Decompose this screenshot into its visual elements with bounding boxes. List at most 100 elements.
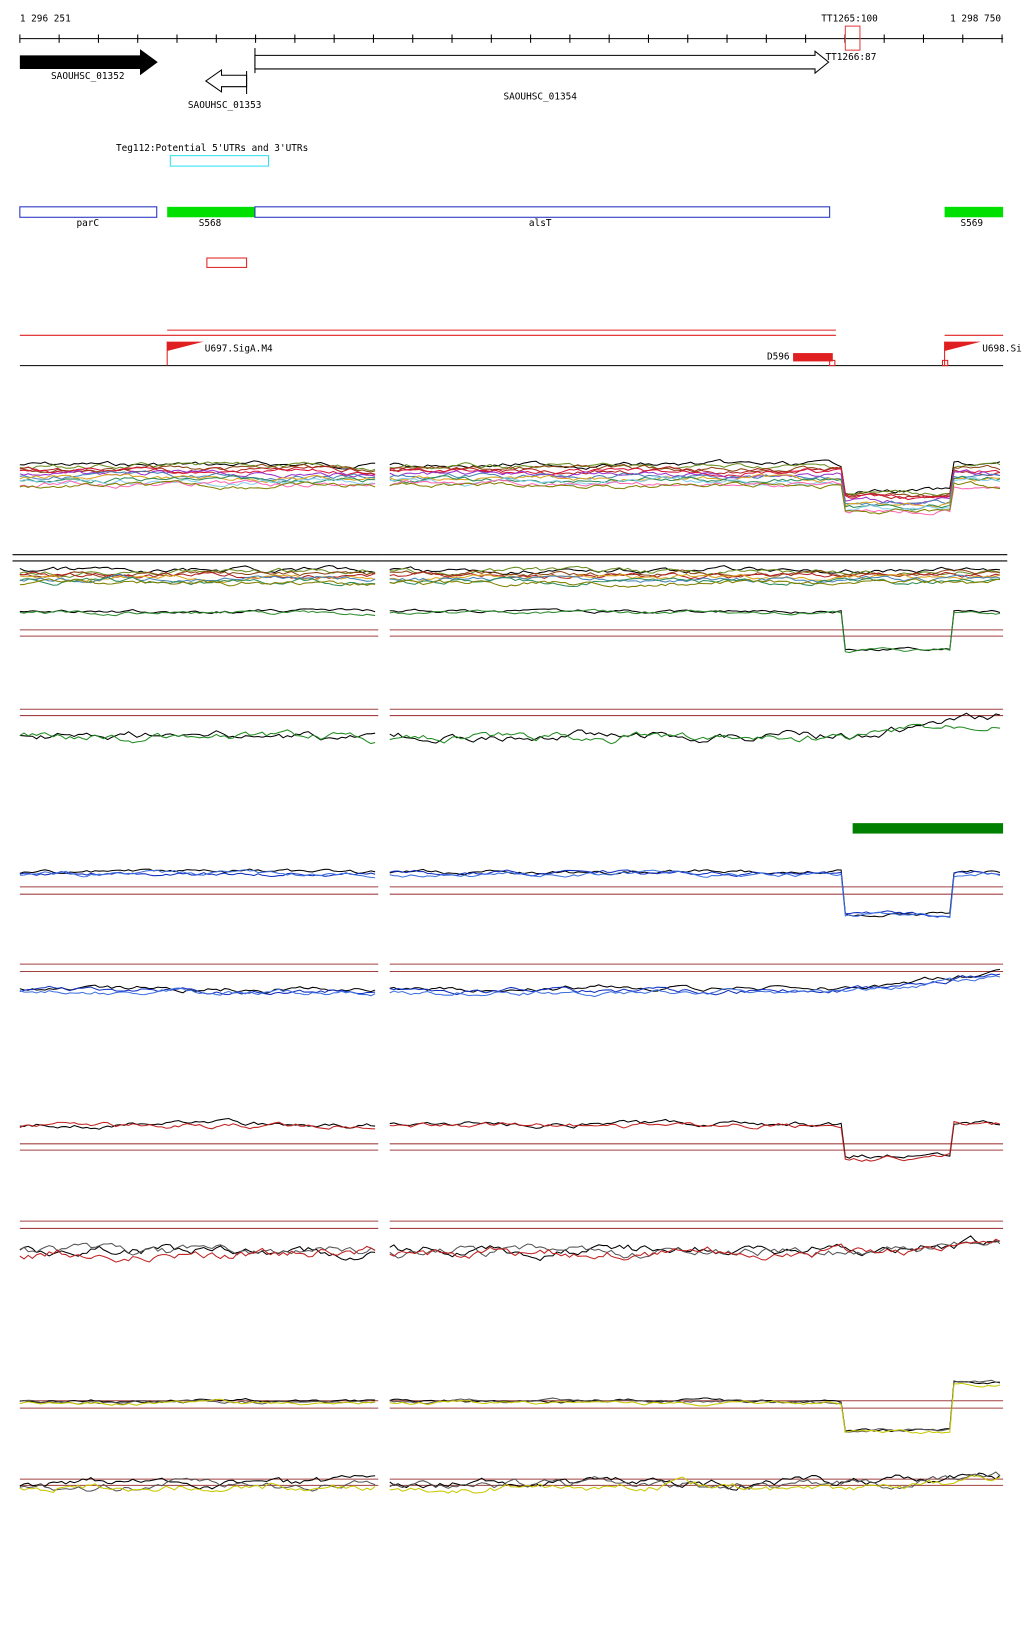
expression-trace [389, 473, 1000, 508]
gene-arrow [254, 50, 830, 75]
promoter-flag [944, 341, 982, 351]
terminator [844, 25, 861, 51]
expression-trace [389, 1382, 1001, 1435]
downstream-marker [829, 359, 836, 367]
expression-trace [389, 571, 1001, 580]
expression-trace [19, 1245, 376, 1263]
promoter-label: U697.SigA.M4 [205, 343, 273, 354]
segment [167, 206, 255, 218]
expression-trace [19, 469, 376, 479]
expression-tracks [12, 458, 1008, 1494]
expression-trace [19, 1398, 376, 1404]
expression-trace [389, 463, 1001, 498]
expression-trace [19, 461, 376, 472]
segment-label: alsT [529, 218, 552, 229]
expression-trace [389, 578, 1001, 588]
segment-label: S569 [960, 218, 983, 229]
expression-trace [389, 573, 1001, 583]
expression-trace [389, 968, 1001, 993]
expression-trace [19, 570, 376, 578]
expression-trace [389, 975, 1001, 998]
expression-trace [389, 475, 1001, 511]
expression-trace [19, 473, 376, 483]
segment [254, 206, 831, 218]
expression-trace [19, 729, 376, 745]
utr-label: Teg112:Potential 5'UTRs and 3'UTRs [116, 143, 308, 154]
ruler-start: 1 296 251 [20, 13, 71, 24]
expression-trace [19, 480, 376, 491]
expression-trace [389, 472, 1001, 506]
expression-trace [19, 1242, 376, 1256]
expression-trace [19, 869, 376, 879]
promoter-flag [167, 341, 204, 351]
expression-trace [389, 480, 1001, 515]
feature-box [206, 257, 248, 268]
expression-trace [19, 470, 376, 482]
expression-trace [389, 1238, 1001, 1261]
expression-trace [389, 608, 1001, 654]
gene-label: SAOUHSC_01354 [503, 92, 577, 103]
expression-trace [389, 1380, 1001, 1433]
expression-trace [19, 1243, 376, 1261]
downstream-label: D596 [767, 352, 790, 363]
expression-trace [389, 723, 1001, 745]
expression-trace [19, 1118, 376, 1130]
expression-trace [389, 869, 1001, 918]
expression-trace [19, 610, 376, 617]
expression-trace [389, 461, 1001, 497]
expression-trace [19, 1482, 376, 1493]
expression-trace [19, 985, 376, 996]
expression-trace [19, 573, 376, 584]
expression-trace [389, 1379, 1000, 1433]
gene-arrow [204, 68, 248, 93]
terminator-label: TT1266:87 [825, 52, 876, 63]
expression-trace [389, 1120, 1001, 1162]
expression-trace [19, 868, 376, 874]
expression-trace [19, 987, 376, 997]
expression-trace [389, 569, 1001, 578]
expression-trace [389, 973, 1001, 996]
expression-trace [389, 1235, 1001, 1262]
expression-trace [19, 578, 376, 587]
expression-trace [19, 460, 376, 470]
expression-trace [19, 565, 376, 574]
expression-trace [389, 565, 1001, 577]
expression-trace [19, 1474, 376, 1490]
promoter-marker [941, 359, 949, 367]
segment [944, 206, 1004, 218]
expression-trace [389, 1471, 1001, 1490]
expression-trace [19, 1121, 376, 1130]
expression-trace [19, 478, 376, 487]
expression-trace [19, 1477, 376, 1492]
segment-label: S568 [199, 218, 222, 229]
segment-label: parC [76, 218, 99, 229]
gene-label: SAOUHSC_01352 [51, 71, 125, 82]
gene-arrow [19, 49, 158, 76]
expression-trace [19, 571, 376, 580]
expression-trace [19, 475, 376, 484]
utr-box [169, 155, 270, 167]
expression-trace [389, 1239, 1001, 1259]
green-bar [852, 823, 1004, 834]
expression-trace [389, 576, 1001, 587]
expression-trace [19, 567, 376, 578]
expression-trace [389, 712, 1001, 744]
expression-trace [389, 869, 1001, 919]
expression-trace [389, 1472, 1001, 1491]
promoter-label: U698.Si [982, 343, 1022, 354]
expression-trace [389, 479, 1001, 516]
downstream-box [793, 353, 833, 362]
gene-label: SAOUHSC_01353 [188, 100, 262, 111]
expression-trace [389, 868, 1001, 918]
ruler [19, 34, 1004, 43]
expression-trace [19, 576, 376, 587]
expression-trace [19, 466, 376, 477]
expression-trace [389, 458, 1001, 495]
terminator-label: TT1265:100 [821, 13, 878, 24]
ruler-end: 1 298 750 [950, 13, 1001, 24]
expression-trace [19, 1398, 376, 1406]
segment [19, 206, 158, 218]
expression-trace [389, 467, 1001, 501]
